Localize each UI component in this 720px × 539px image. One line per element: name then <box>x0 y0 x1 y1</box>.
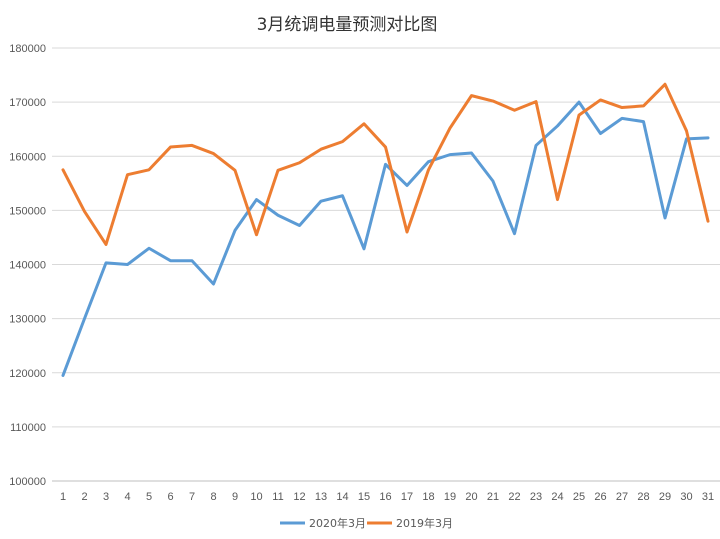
x-tick-label: 7 <box>189 491 195 503</box>
x-tick-label: 26 <box>594 491 606 503</box>
y-tick-label: 120000 <box>9 368 46 380</box>
x-tick-label: 8 <box>210 491 216 503</box>
y-tick-label: 150000 <box>9 205 46 217</box>
y-tick-label: 110000 <box>10 422 46 434</box>
x-tick-label: 5 <box>146 491 152 503</box>
x-tick-label: 14 <box>336 491 348 503</box>
x-tick-label: 24 <box>551 491 563 503</box>
x-tick-label: 6 <box>167 491 173 503</box>
series-line-2020 <box>61 100 710 377</box>
x-tick-label: 19 <box>444 491 456 503</box>
y-axis-ticks: 100000 110000 120000 130000 140000 150000 1600… <box>9 43 46 488</box>
x-tick-label: 16 <box>379 491 391 503</box>
x-axis-ticks: 1 2 3 4 5 6 7 8 9 10 11 12 13 14 15 16 17 18 19 20 21 22 23 24 2… <box>60 491 714 503</box>
legend-label-2019: 2019年3月 <box>396 516 453 530</box>
x-tick-label: 1 <box>60 491 66 503</box>
x-tick-label: 29 <box>659 491 671 503</box>
x-tick-label: 11 <box>272 491 283 503</box>
x-tick-label: 30 <box>680 491 692 503</box>
x-tick-label: 21 <box>487 491 499 503</box>
chart-title: 3月统调电量预测对比图 <box>257 15 438 35</box>
y-tick-label: 160000 <box>9 151 46 163</box>
y-tick-label: 100000 <box>9 476 46 488</box>
x-tick-label: 9 <box>232 491 238 503</box>
gridlines <box>52 47 720 482</box>
x-tick-label: 15 <box>358 491 370 503</box>
x-tick-label: 13 <box>315 491 327 503</box>
x-tick-label: 2 <box>81 491 87 503</box>
x-tick-label: 3 <box>103 491 109 503</box>
y-tick-label: 180000 <box>9 43 46 55</box>
x-tick-label: 28 <box>637 491 649 503</box>
x-tick-label: 23 <box>530 491 542 503</box>
x-tick-label: 31 <box>702 491 714 503</box>
legend-label-2020: 2020年3月 <box>309 516 366 530</box>
x-tick-label: 20 <box>465 491 477 503</box>
x-tick-label: 4 <box>124 491 130 503</box>
x-tick-label: 18 <box>422 491 434 503</box>
y-tick-label: 130000 <box>9 314 46 326</box>
legend: 2020年3月 2019年3月 <box>280 516 453 530</box>
series-lines <box>61 82 710 377</box>
x-tick-label: 22 <box>508 491 520 503</box>
x-tick-label: 17 <box>401 491 413 503</box>
x-tick-label: 12 <box>293 491 305 503</box>
y-tick-label: 140000 <box>9 260 46 272</box>
x-tick-label: 10 <box>250 491 262 503</box>
y-tick-label: 170000 <box>9 97 46 109</box>
x-tick-label: 25 <box>573 491 585 503</box>
x-tick-label: 27 <box>616 491 628 503</box>
